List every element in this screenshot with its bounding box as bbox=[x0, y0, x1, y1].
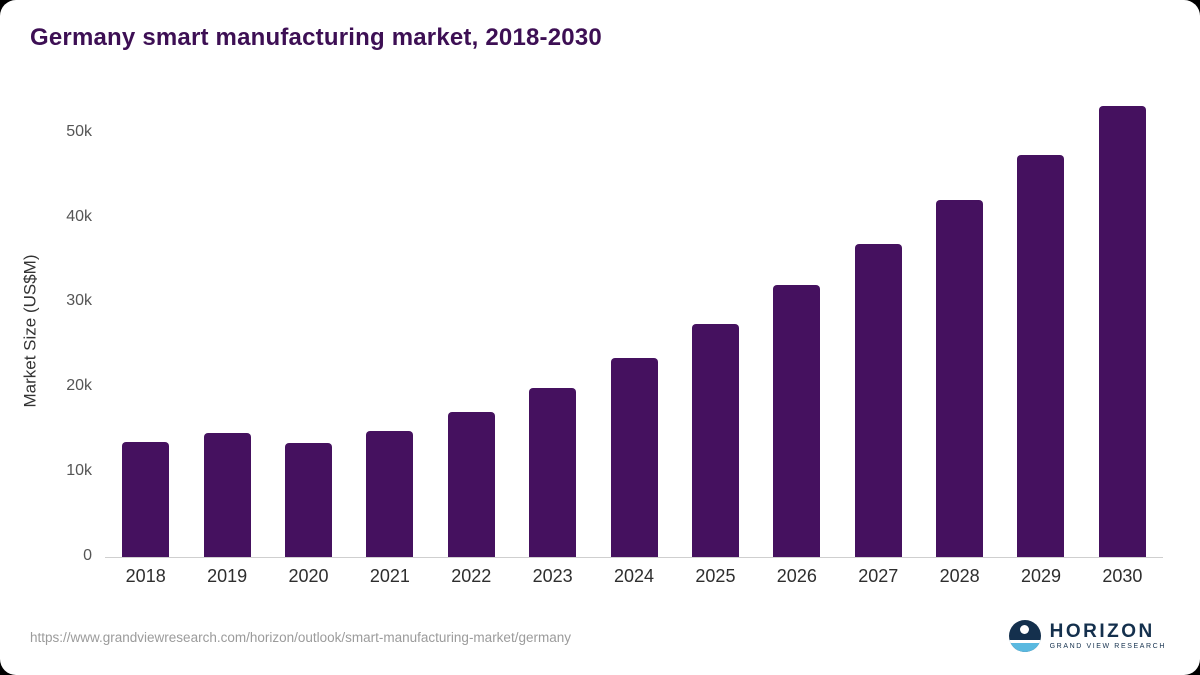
x-tick-label-2018: 2018 bbox=[125, 566, 166, 586]
horizon-logo-text: HORIZON GRAND VIEW RESEARCH bbox=[1049, 620, 1166, 651]
bar-slot bbox=[756, 103, 837, 557]
x-tick-label-2025: 2025 bbox=[695, 566, 736, 586]
bar-slot bbox=[105, 103, 186, 557]
horizon-logo: HORIZON GRAND VIEW RESEARCH bbox=[1008, 620, 1166, 652]
y-tick-label: 10k bbox=[66, 462, 92, 480]
y-tick-label: 0 bbox=[83, 547, 92, 564]
bar-2018 bbox=[122, 442, 170, 557]
y-tick-label: 50k bbox=[66, 122, 92, 140]
bar-2026 bbox=[773, 285, 821, 557]
bar-slot bbox=[1082, 103, 1163, 557]
x-tick-label-2021: 2021 bbox=[369, 566, 410, 586]
bar-2024 bbox=[610, 358, 658, 557]
x-tick-label-2027: 2027 bbox=[858, 566, 899, 586]
x-tick-label-2020: 2020 bbox=[288, 566, 329, 586]
x-tick-label-2028: 2028 bbox=[939, 566, 980, 586]
plot-area: 0 10k 20k 30k 40k 50k bbox=[66, 103, 1163, 564]
y-tick-label: 20k bbox=[66, 377, 92, 395]
bar-slot bbox=[186, 103, 267, 557]
horizon-logo-icon bbox=[1008, 620, 1041, 652]
bar-slot bbox=[431, 103, 512, 557]
x-tick-label-2030: 2030 bbox=[1102, 566, 1143, 586]
bars-container bbox=[105, 103, 1163, 557]
y-axis-tick-labels: 0 10k 20k 30k 40k 50k bbox=[20, 103, 92, 564]
bar-2021 bbox=[366, 430, 414, 557]
y-tick-label: 40k bbox=[66, 207, 92, 225]
bar-2030 bbox=[1098, 106, 1146, 557]
logo-title: HORIZON bbox=[1049, 620, 1155, 642]
bar-slot bbox=[349, 103, 430, 557]
x-axis-tick-labels: 2018 2019 2020 2021 2022 2023 2024 2025 2026 2027… bbox=[105, 566, 1163, 587]
bar-2025 bbox=[691, 324, 739, 557]
bar-slot bbox=[1000, 103, 1081, 557]
x-tick-label-2022: 2022 bbox=[451, 566, 492, 586]
bar-slot bbox=[512, 103, 593, 557]
bar-2028 bbox=[936, 199, 984, 557]
x-tick-label-2029: 2029 bbox=[1020, 566, 1062, 586]
chart-title: Germany smart manufacturing market, 2018… bbox=[30, 24, 602, 51]
y-tick-label: 30k bbox=[66, 292, 92, 310]
bar-slot bbox=[593, 103, 674, 557]
bar-slot bbox=[838, 103, 919, 557]
bar-2027 bbox=[854, 243, 902, 557]
bar-2020 bbox=[284, 443, 332, 557]
bar-2029 bbox=[1017, 154, 1065, 557]
bar-2019 bbox=[203, 433, 251, 557]
bar-2023 bbox=[529, 388, 577, 557]
logo-subtitle: GRAND VIEW RESEARCH bbox=[1049, 643, 1166, 651]
x-tick-label-2019: 2019 bbox=[207, 566, 248, 586]
bar-slot bbox=[268, 103, 349, 557]
bar-slot bbox=[675, 103, 756, 557]
source-url: https://www.grandviewresearch.com/horizo… bbox=[30, 630, 571, 645]
x-tick-label-2026: 2026 bbox=[776, 566, 817, 586]
bar-slot bbox=[919, 103, 1000, 557]
x-tick-label-2023: 2023 bbox=[532, 566, 573, 586]
x-tick-label-2024: 2024 bbox=[614, 566, 655, 586]
bar-2022 bbox=[447, 411, 495, 557]
